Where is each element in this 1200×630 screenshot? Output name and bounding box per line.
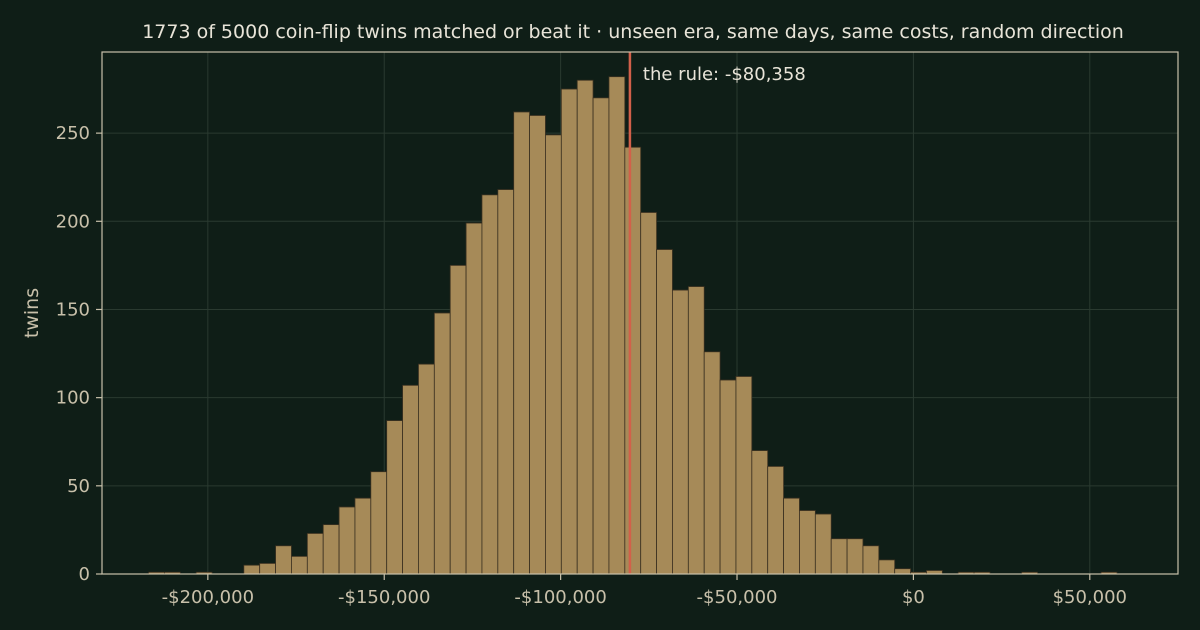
y-tick-label: 0	[79, 564, 90, 585]
histogram-bar	[894, 568, 911, 575]
histogram-bar	[449, 264, 467, 575]
histogram-bar	[354, 497, 372, 575]
y-tick-label: 200	[56, 211, 90, 232]
histogram-bar	[719, 379, 737, 575]
histogram-bar	[386, 420, 403, 575]
histogram-bar	[529, 115, 546, 575]
histogram-bar	[481, 194, 499, 575]
histogram-bar	[576, 79, 594, 575]
histogram-bar	[560, 88, 578, 575]
x-tick-label: $0	[902, 587, 925, 608]
histogram-bar	[767, 466, 784, 575]
histogram-bar	[862, 545, 880, 575]
x-tick-label: -$100,000	[514, 587, 606, 608]
histogram-bar	[735, 376, 753, 575]
histogram-bar	[418, 363, 435, 575]
histogram-bar	[433, 312, 451, 575]
y-tick-label: 150	[56, 299, 90, 320]
histogram-bar	[322, 524, 340, 575]
histogram-bar	[703, 351, 721, 575]
histogram-bar	[259, 563, 276, 575]
histogram-bars	[148, 76, 1118, 575]
chart-title: 1773 of 5000 coin-flip twins matched or …	[142, 21, 1124, 43]
histogram-bar	[306, 533, 324, 575]
histogram-bar	[465, 222, 483, 575]
x-tick-label: -$200,000	[162, 587, 254, 608]
histogram-bar	[751, 450, 769, 575]
histogram-bar	[291, 555, 308, 575]
rule-marker: the rule: -$80,358	[628, 52, 806, 574]
histogram-bar	[608, 76, 626, 575]
histogram-bar	[799, 510, 816, 575]
histogram-bar	[878, 559, 896, 575]
histogram-bar	[672, 289, 689, 575]
histogram-bar	[830, 538, 848, 575]
rule-marker-label: the rule: -$80,358	[643, 64, 806, 85]
histogram-bar	[783, 497, 800, 575]
histogram-bar	[275, 545, 292, 575]
histogram-bar	[370, 471, 388, 575]
histogram-bar	[243, 564, 261, 575]
histogram-bar	[545, 134, 562, 575]
x-axis-ticks: -$200,000 -$150,000 -$100,000 -$50,000 $0 $50…	[162, 574, 1127, 608]
histogram-bar	[497, 189, 515, 575]
y-axis-label: twins	[21, 288, 43, 338]
plot-frame	[101, 51, 1179, 575]
histogram-bar	[640, 212, 657, 575]
x-tick-label: -$50,000	[697, 587, 778, 608]
histogram-bar	[846, 538, 864, 575]
x-tick-label: -$150,000	[338, 587, 430, 608]
histogram-bar	[687, 286, 705, 575]
histogram-bar	[624, 146, 642, 575]
y-axis-ticks: 0 50 100 150 200 250	[56, 123, 102, 585]
histogram-bar	[513, 111, 530, 575]
histogram-bar	[592, 97, 610, 575]
y-tick-label: 50	[67, 476, 90, 497]
histogram-bar	[814, 513, 832, 575]
y-tick-label: 100	[56, 388, 90, 409]
histogram-bar	[402, 384, 419, 575]
histogram-bar	[656, 249, 673, 575]
y-tick-label: 250	[56, 123, 90, 144]
axes-frame	[101, 51, 1179, 575]
x-tick-label: $50,000	[1053, 587, 1127, 608]
histogram-bar	[338, 506, 356, 575]
